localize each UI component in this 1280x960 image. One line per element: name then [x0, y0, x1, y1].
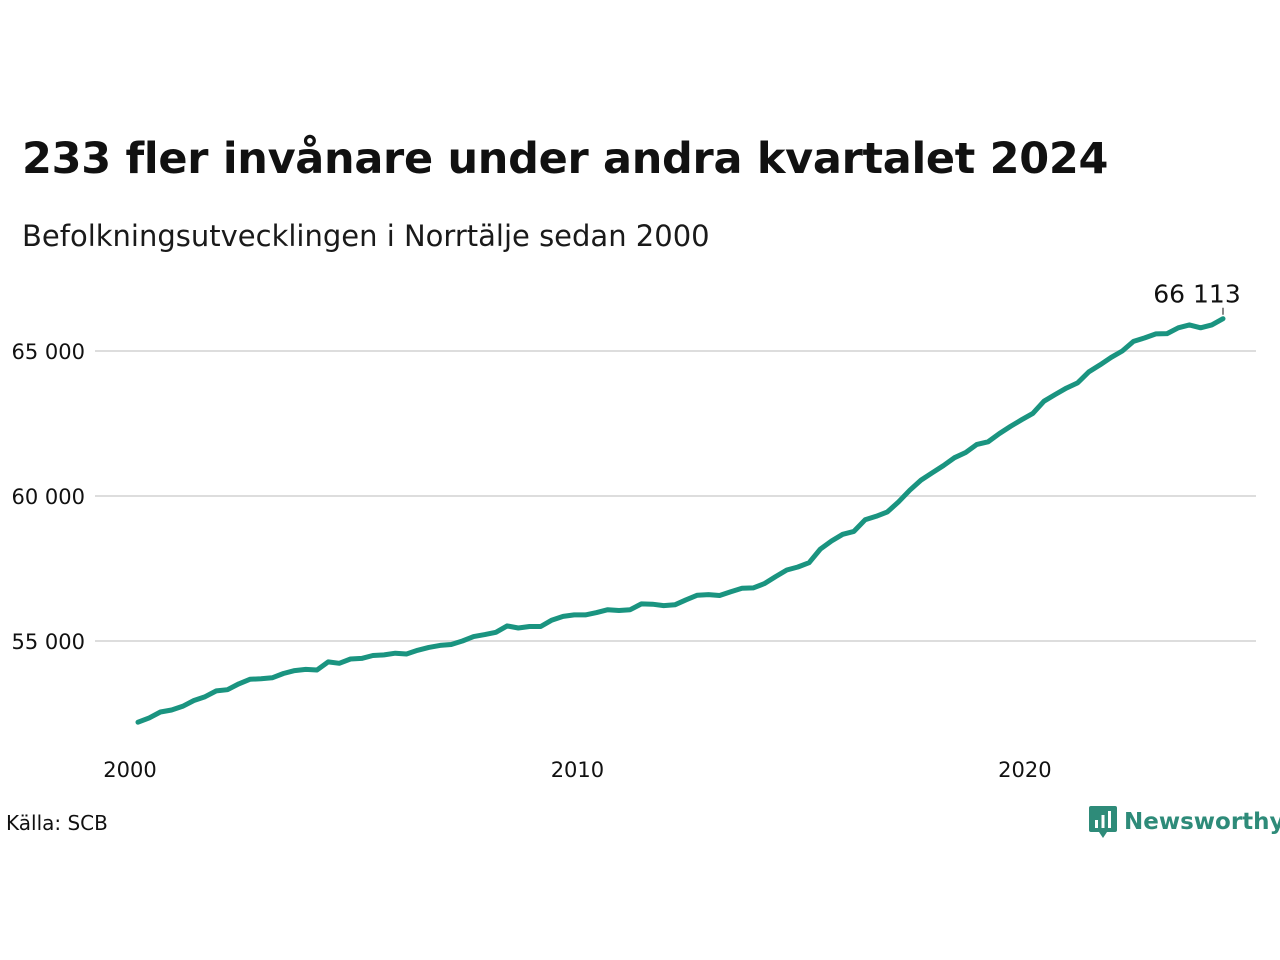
x-tick-label: 2020: [998, 758, 1051, 782]
newsworthy-logo-icon: [1089, 806, 1117, 838]
y-tick-label: 65 000: [12, 340, 85, 364]
y-tick-label: 60 000: [12, 485, 85, 509]
end-value-label: 66 113: [1153, 280, 1240, 309]
y-tick-label: 55 000: [12, 630, 85, 654]
x-tick-label: 2000: [103, 758, 156, 782]
newsworthy-logo-text: Newsworthy: [1124, 809, 1280, 835]
x-tick-label: 2010: [551, 758, 604, 782]
chart-title: 233 fler invånare under andra kvartalet …: [22, 134, 1109, 184]
population-line: [135, 316, 1226, 725]
chart-subtitle: Befolkningsutvecklingen i Norrtälje seda…: [22, 219, 710, 253]
y-axis-ticks: 55 000 60 000 65 000: [12, 340, 85, 654]
newsworthy-logo[interactable]: Newsworthy: [1088, 804, 1280, 840]
gridlines: [95, 350, 1256, 642]
x-axis-ticks: 2000 2010 2020: [103, 758, 1051, 782]
source-note: Källa: SCB: [6, 811, 108, 835]
